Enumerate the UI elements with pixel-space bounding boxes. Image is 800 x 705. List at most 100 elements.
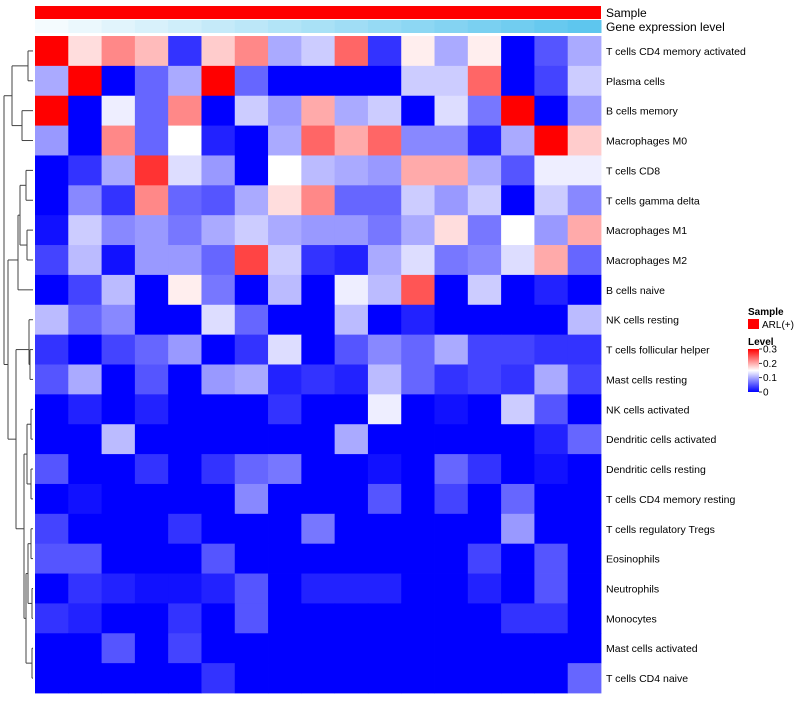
heatmap-cell <box>567 543 602 574</box>
heatmap-cell <box>101 394 136 425</box>
heatmap-cell <box>234 95 269 126</box>
heatmap-cell <box>534 155 569 186</box>
heatmap-cell <box>434 424 469 455</box>
heatmap-cell <box>301 663 336 694</box>
heatmap-cell <box>68 274 102 306</box>
heatmap-cell <box>401 215 435 246</box>
heatmap-cell <box>501 454 535 485</box>
heatmap-cell <box>268 513 302 545</box>
heatmap-cell <box>168 185 202 216</box>
heatmap-cell <box>101 513 136 545</box>
heatmap-cell <box>234 125 269 156</box>
heatmap-cell <box>234 513 269 545</box>
heatmap-cell <box>401 573 435 604</box>
heatmap-cell <box>268 334 302 365</box>
heatmap-cell <box>434 334 469 365</box>
heatmap-cell <box>134 513 169 545</box>
heatmap-cell <box>268 36 302 67</box>
heatmap-cell <box>501 125 535 156</box>
heatmap-cell <box>168 483 202 515</box>
heatmap-cell <box>268 125 302 156</box>
heatmap-cell <box>101 573 136 604</box>
heatmap-cell <box>434 454 469 485</box>
heatmap-cell <box>367 185 402 216</box>
heatmap-cell <box>68 215 102 246</box>
heatmap-cell <box>534 334 569 365</box>
heatmap-cell <box>234 185 269 216</box>
heatmap-cell <box>134 245 169 276</box>
heatmap-cell <box>268 95 302 126</box>
heatmap-cell <box>534 185 569 216</box>
heatmap-cell <box>534 633 569 664</box>
heatmap-cell <box>467 215 502 246</box>
heatmap-cell <box>101 304 136 336</box>
heatmap-cell <box>301 65 336 97</box>
heatmap-cell <box>101 483 136 515</box>
heatmap-cell <box>567 155 602 186</box>
heatmap-cell <box>201 334 236 365</box>
heatmap-cell <box>534 573 569 604</box>
heatmap-cell <box>268 454 302 485</box>
heatmap-cell <box>334 424 369 455</box>
heatmap-cell <box>68 364 102 395</box>
heatmap-cell <box>467 454 502 485</box>
heatmap-cell <box>68 603 102 634</box>
heatmap-cell <box>101 633 136 664</box>
heatmap-cell <box>534 663 569 694</box>
heatmap-cell <box>201 95 236 126</box>
heatmap-cell <box>201 573 236 604</box>
heatmap-cell <box>101 95 136 126</box>
heatmap-cell <box>168 65 202 97</box>
heatmap-cell <box>301 513 336 545</box>
heatmap-cell <box>501 215 535 246</box>
heatmap-cell <box>501 274 535 306</box>
heatmap-cell <box>201 274 236 306</box>
heatmap-cell <box>334 663 369 694</box>
heatmap-cell <box>201 364 236 395</box>
expression-annotation-cell <box>467 20 502 33</box>
heatmap-cell <box>234 274 269 306</box>
heatmap-cell <box>434 513 469 545</box>
heatmap-cell <box>101 274 136 306</box>
heatmap-cell <box>434 185 469 216</box>
heatmap-cell <box>434 274 469 306</box>
heatmap-cell <box>567 65 602 97</box>
heatmap-cells <box>35 36 602 694</box>
heatmap-cell <box>201 483 236 515</box>
heatmap-cell <box>134 95 169 126</box>
heatmap-cell <box>134 36 169 67</box>
heatmap-cell <box>501 603 535 634</box>
expression-annotation-cell <box>134 20 169 33</box>
expression-annotation-cell <box>268 20 302 33</box>
heatmap-cell <box>534 424 569 455</box>
heatmap-cell <box>134 304 169 336</box>
row-label: T cells CD8 <box>606 165 660 177</box>
heatmap-cell <box>168 543 202 574</box>
heatmap-cell <box>201 424 236 455</box>
heatmap-cell <box>367 215 402 246</box>
heatmap-cell <box>467 304 502 336</box>
heatmap-cell <box>168 245 202 276</box>
level-legend-ticks: 0.3 0.2 0.1 0 <box>759 345 777 399</box>
heatmap-cell <box>434 633 469 664</box>
row-label: Mast cells activated <box>606 643 698 655</box>
heatmap-cell <box>201 215 236 246</box>
heatmap-cell <box>35 364 69 395</box>
heatmap-cell <box>168 334 202 365</box>
heatmap-cell <box>367 573 402 604</box>
heatmap-cell <box>467 663 502 694</box>
heatmap-cell <box>35 543 69 574</box>
heatmap-cell <box>434 573 469 604</box>
heatmap-cell <box>401 663 435 694</box>
heatmap-cell <box>168 155 202 186</box>
heatmap-cell <box>134 663 169 694</box>
heatmap-cell <box>35 424 69 455</box>
heatmap-cell <box>501 364 535 395</box>
heatmap-cell <box>35 663 69 694</box>
heatmap-cell <box>534 125 569 156</box>
row-label: T cells CD4 naive <box>606 673 688 685</box>
heatmap-cell <box>567 454 602 485</box>
heatmap-cell <box>168 633 202 664</box>
heatmap-cell <box>367 334 402 365</box>
